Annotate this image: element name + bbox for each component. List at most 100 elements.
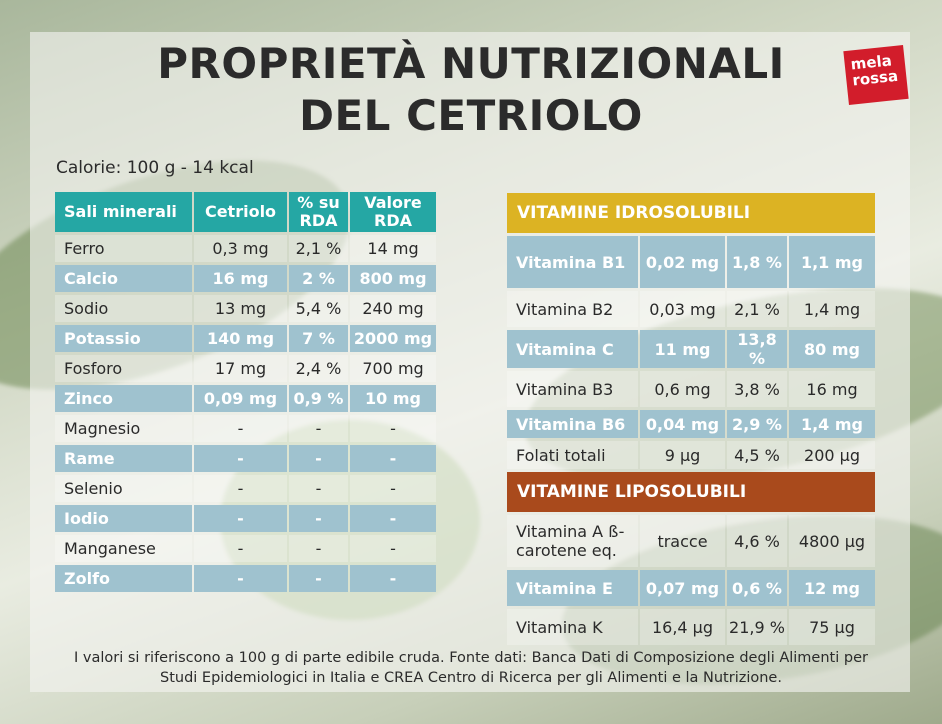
rda-value: 800 mg [350, 265, 436, 292]
footnote-line-1: I valori si riferiscono a 100 g di parte… [74, 650, 868, 666]
melarossa-logo: mela rossa [843, 45, 909, 105]
title-line-2: DEL CETRIOLO [299, 91, 643, 140]
table-row: Vitamina A ß-carotene eq. tracce 4,6 % 4800… [507, 515, 875, 567]
nutrient-name: Calcio [55, 265, 192, 292]
rda-value: 16 mg [789, 371, 875, 407]
table-row: Sodio 13 mg 5,4 % 240 mg [55, 295, 436, 322]
rda-value: - [350, 445, 436, 472]
percent-rda: 1,8 % [727, 236, 787, 288]
header-percent-rda: % su RDA [289, 192, 348, 232]
footnote-line-2: Studi Epidemiologici in Italia e CREA Ce… [160, 670, 782, 686]
table-row: Ferro 0,3 mg 2,1 % 14 mg [55, 235, 436, 262]
footnote: I valori si riferiscono a 100 g di parte… [30, 648, 912, 688]
rda-value: 2000 mg [350, 325, 436, 352]
header-rda-value: Valore RDA [350, 192, 436, 232]
nutrient-name: Fosforo [55, 355, 192, 382]
rda-value: 240 mg [350, 295, 436, 322]
percent-rda: - [289, 535, 348, 562]
cucumber-value: 0,07 mg [640, 570, 725, 606]
table-row: Vitamina C 11 mg 13,8 % 80 mg [507, 330, 875, 368]
rda-value: 14 mg [350, 235, 436, 262]
nutrient-name: Manganese [55, 535, 192, 562]
percent-rda: 13,8 % [727, 330, 787, 368]
cucumber-value: - [194, 565, 287, 592]
rda-value: 1,1 mg [789, 236, 875, 288]
cucumber-value: 16,4 µg [640, 609, 725, 645]
rda-value: - [350, 475, 436, 502]
table-row: Manganese - - - [55, 535, 436, 562]
nutrient-name: Vitamina C [507, 330, 638, 368]
table-row: Folati totali 9 µg 4,5 % 200 µg [507, 441, 875, 469]
vitamins-table: VITAMINE IDROSOLUBILI Vitamina B1 0,02 mg… [505, 190, 877, 648]
header-cucumber: Cetriolo [194, 192, 287, 232]
table-row: Fosforo 17 mg 2,4 % 700 mg [55, 355, 436, 382]
cucumber-value: - [194, 415, 287, 442]
lipo-header: VITAMINE LIPOSOLUBILI [507, 472, 875, 512]
cucumber-value: 0,03 mg [640, 291, 725, 327]
rda-value: 4800 µg [789, 515, 875, 567]
cucumber-value: 17 mg [194, 355, 287, 382]
percent-rda: 7 % [289, 325, 348, 352]
nutrient-name: Potassio [55, 325, 192, 352]
percent-rda: 2,1 % [727, 291, 787, 327]
header-minerals: Sali minerali [55, 192, 192, 232]
table-row: Selenio - - - [55, 475, 436, 502]
cucumber-value: - [194, 535, 287, 562]
percent-rda: 21,9 % [727, 609, 787, 645]
nutrient-name: Zolfo [55, 565, 192, 592]
hydro-header: VITAMINE IDROSOLUBILI [507, 193, 875, 233]
cucumber-value: tracce [640, 515, 725, 567]
table-row: Potassio 140 mg 7 % 2000 mg [55, 325, 436, 352]
nutrient-name: Vitamina B1 [507, 236, 638, 288]
cucumber-value: - [194, 505, 287, 532]
rda-value: 200 µg [789, 441, 875, 469]
percent-rda: - [289, 475, 348, 502]
nutrient-name: Magnesio [55, 415, 192, 442]
percent-rda: 4,5 % [727, 441, 787, 469]
minerals-table: Sali minerali Cetriolo % su RDA Valore R… [53, 189, 438, 595]
percent-rda: 5,4 % [289, 295, 348, 322]
table-row: Zinco 0,09 mg 0,9 % 10 mg [55, 385, 436, 412]
table-row: Vitamina B3 0,6 mg 3,8 % 16 mg [507, 371, 875, 407]
rda-value: - [350, 535, 436, 562]
percent-rda: 2,9 % [727, 410, 787, 438]
nutrient-name: Vitamina B3 [507, 371, 638, 407]
rda-value: 12 mg [789, 570, 875, 606]
cucumber-value: 16 mg [194, 265, 287, 292]
cucumber-value: 9 µg [640, 441, 725, 469]
percent-rda: 2 % [289, 265, 348, 292]
table-row: Magnesio - - - [55, 415, 436, 442]
cucumber-value: 13 mg [194, 295, 287, 322]
table-row: Vitamina E 0,07 mg 0,6 % 12 mg [507, 570, 875, 606]
nutrient-name: Ferro [55, 235, 192, 262]
rda-value: 10 mg [350, 385, 436, 412]
nutrient-name: Vitamina K [507, 609, 638, 645]
lipo-header-row: VITAMINE LIPOSOLUBILI [507, 472, 875, 512]
table-row: Rame - - - [55, 445, 436, 472]
page-title: PROPRIETÀ NUTRIZIONALI DEL CETRIOLO [0, 38, 942, 142]
percent-rda: 0,6 % [727, 570, 787, 606]
table-row: Vitamina B1 0,02 mg 1,8 % 1,1 mg [507, 236, 875, 288]
nutrient-name: Vitamina E [507, 570, 638, 606]
percent-rda: - [289, 445, 348, 472]
cucumber-value: 0,04 mg [640, 410, 725, 438]
nutrient-name: Vitamina A ß-carotene eq. [507, 515, 638, 567]
rda-value: 80 mg [789, 330, 875, 368]
nutrient-name: Selenio [55, 475, 192, 502]
cucumber-value: - [194, 475, 287, 502]
rda-value: 75 µg [789, 609, 875, 645]
nutrient-name: Rame [55, 445, 192, 472]
table-row: Calcio 16 mg 2 % 800 mg [55, 265, 436, 292]
percent-rda: 0,9 % [289, 385, 348, 412]
rda-value: 1,4 mg [789, 410, 875, 438]
nutrient-name: Folati totali [507, 441, 638, 469]
percent-rda: 4,6 % [727, 515, 787, 567]
table-row: Vitamina K 16,4 µg 21,9 % 75 µg [507, 609, 875, 645]
nutrient-name: Iodio [55, 505, 192, 532]
title-line-1: PROPRIETÀ NUTRIZIONALI [157, 39, 785, 88]
nutrient-name: Vitamina B6 [507, 410, 638, 438]
table-row: Iodio - - - [55, 505, 436, 532]
percent-rda: - [289, 505, 348, 532]
hydro-header-row: VITAMINE IDROSOLUBILI [507, 193, 875, 233]
percent-rda: 2,1 % [289, 235, 348, 262]
